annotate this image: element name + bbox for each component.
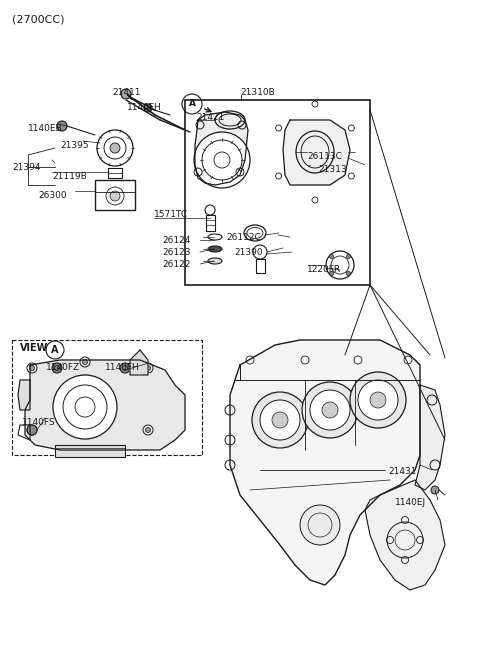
Text: 1140FH: 1140FH xyxy=(127,103,162,112)
Circle shape xyxy=(145,428,151,432)
Text: A: A xyxy=(189,100,195,109)
Circle shape xyxy=(57,121,67,131)
Circle shape xyxy=(145,365,151,371)
Circle shape xyxy=(52,363,62,373)
Polygon shape xyxy=(25,360,185,450)
Text: (2700CC): (2700CC) xyxy=(12,14,64,24)
Circle shape xyxy=(120,363,130,373)
Circle shape xyxy=(302,382,358,438)
Text: 26122: 26122 xyxy=(162,260,191,269)
Circle shape xyxy=(29,428,35,432)
Circle shape xyxy=(53,375,117,439)
Circle shape xyxy=(329,255,334,259)
Text: 21421: 21421 xyxy=(196,113,224,122)
Circle shape xyxy=(322,402,338,418)
Bar xyxy=(206,215,215,231)
Text: 21431: 21431 xyxy=(388,467,417,476)
Text: 26113C: 26113C xyxy=(307,152,342,161)
Circle shape xyxy=(121,89,131,99)
Circle shape xyxy=(329,271,334,276)
Text: 1140EB: 1140EB xyxy=(28,124,62,133)
Text: 1140FS: 1140FS xyxy=(22,418,56,427)
Bar xyxy=(108,168,122,178)
Circle shape xyxy=(144,104,152,112)
Circle shape xyxy=(310,390,350,430)
Circle shape xyxy=(27,425,37,435)
Polygon shape xyxy=(283,120,350,185)
Circle shape xyxy=(83,360,87,364)
Circle shape xyxy=(110,143,120,153)
Circle shape xyxy=(300,505,340,545)
Text: 21310B: 21310B xyxy=(240,88,275,97)
Bar xyxy=(12,340,202,455)
Ellipse shape xyxy=(209,246,221,252)
Bar xyxy=(256,259,265,273)
Circle shape xyxy=(260,400,300,440)
Circle shape xyxy=(347,271,350,276)
Circle shape xyxy=(29,365,35,371)
Bar xyxy=(55,445,125,457)
Text: 21394: 21394 xyxy=(12,163,40,172)
Ellipse shape xyxy=(208,258,222,264)
Text: 21119B: 21119B xyxy=(52,172,87,181)
Circle shape xyxy=(350,372,406,428)
Polygon shape xyxy=(230,340,420,585)
Text: 26123: 26123 xyxy=(162,248,191,257)
Polygon shape xyxy=(18,380,30,410)
Text: 1220FR: 1220FR xyxy=(307,265,341,274)
Circle shape xyxy=(431,486,439,494)
Text: 1140FH: 1140FH xyxy=(105,363,140,372)
Text: 21313: 21313 xyxy=(318,165,347,174)
Text: 21411: 21411 xyxy=(112,88,141,97)
Polygon shape xyxy=(365,480,445,590)
Text: A: A xyxy=(51,345,59,355)
Bar xyxy=(95,180,135,210)
Polygon shape xyxy=(195,112,248,185)
Circle shape xyxy=(347,255,350,259)
Circle shape xyxy=(252,392,308,448)
Circle shape xyxy=(194,132,250,188)
Circle shape xyxy=(272,412,288,428)
Text: 1140EJ: 1140EJ xyxy=(395,498,426,507)
Polygon shape xyxy=(415,385,445,490)
Circle shape xyxy=(358,380,398,420)
Text: 26300: 26300 xyxy=(38,191,67,200)
Text: 1140FZ: 1140FZ xyxy=(46,363,80,372)
Bar xyxy=(185,100,370,285)
Text: 21395: 21395 xyxy=(60,141,89,150)
Text: VIEW: VIEW xyxy=(20,343,48,353)
Text: 21390: 21390 xyxy=(234,248,263,257)
Circle shape xyxy=(110,191,120,201)
Text: 1571TC: 1571TC xyxy=(154,210,188,219)
Circle shape xyxy=(83,449,87,455)
Text: 26112C: 26112C xyxy=(226,233,261,242)
Text: 26124: 26124 xyxy=(162,236,191,245)
Polygon shape xyxy=(130,350,148,375)
Circle shape xyxy=(370,392,386,408)
